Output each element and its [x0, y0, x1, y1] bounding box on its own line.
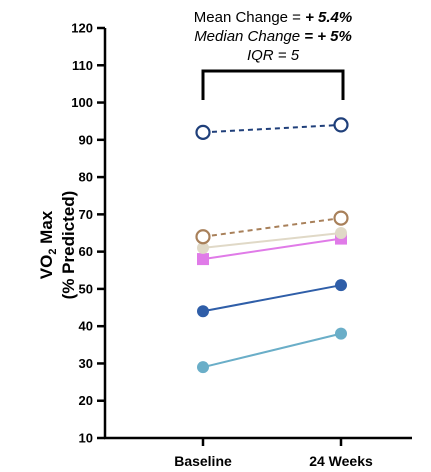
y-tick-label: 90	[79, 132, 93, 147]
data-point	[335, 279, 347, 292]
x-tick-label: 24 Weeks	[309, 453, 373, 469]
data-point	[197, 361, 209, 374]
series-line	[202, 123, 342, 134]
annotation-line1: Mean Change = + 5.4%	[194, 9, 352, 26]
x-ticks: Baseline 24 Weeks	[174, 438, 373, 469]
data-point	[333, 210, 349, 226]
y-tick-label: 60	[79, 244, 93, 259]
y-tick-label: 110	[72, 58, 93, 73]
data-point	[335, 227, 347, 239]
x-tick-label: Baseline	[174, 453, 232, 469]
data-point	[335, 327, 347, 340]
y-axis-label-line2: (% Predicted)	[59, 191, 78, 300]
series-line	[202, 232, 342, 249]
y-tick-label: 40	[79, 319, 93, 334]
data-point	[195, 229, 211, 245]
y-tick-label: 30	[79, 356, 93, 371]
series-group	[195, 117, 349, 374]
series-line	[202, 237, 342, 261]
y-axis-label-line1: VO2 Max	[37, 210, 59, 279]
comparison-bracket	[201, 69, 345, 100]
y-tick-label: 80	[79, 170, 93, 185]
y-ticks: 10 20 30 40 50 60 70 80 90 100 110 120	[71, 21, 105, 446]
y-tick-label: 50	[79, 281, 93, 296]
y-tick-label: 120	[71, 21, 93, 36]
y-tick-label: 70	[79, 207, 93, 222]
series-line	[202, 332, 342, 369]
y-tick-label: 100	[71, 95, 93, 110]
series-line	[202, 217, 342, 238]
data-point	[333, 117, 349, 133]
data-point	[197, 305, 209, 318]
y-tick-label: 20	[79, 393, 93, 408]
data-point	[197, 241, 209, 254]
data-point	[197, 253, 209, 266]
data-point	[195, 124, 211, 140]
annotation-line3: IQR = 5	[247, 47, 300, 64]
series-line	[202, 284, 342, 313]
y-tick-label: 10	[79, 431, 93, 446]
annotation-line2: Median Change = + 5%	[194, 28, 352, 45]
